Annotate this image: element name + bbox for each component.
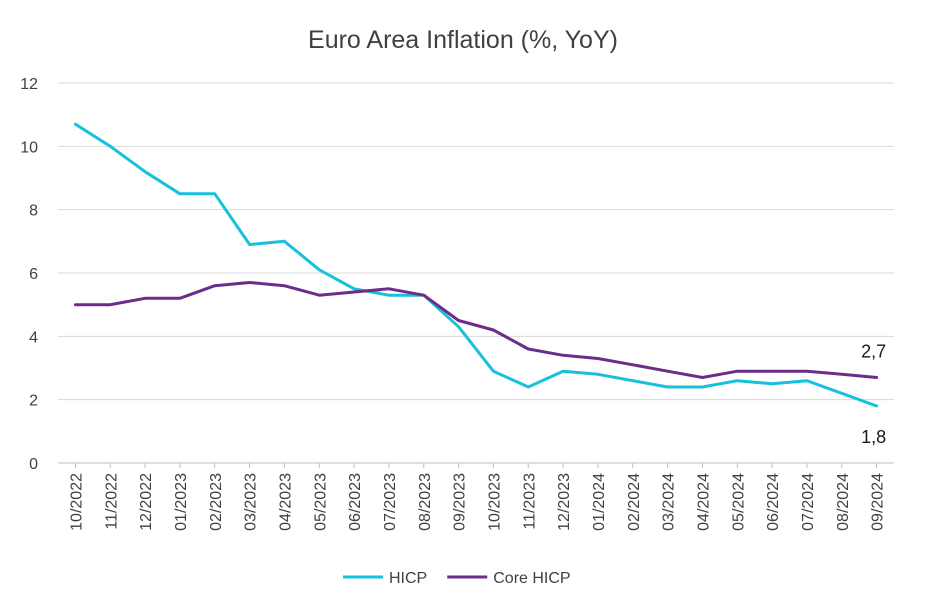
series-lines [73,122,879,408]
x-tick-label: 10/2022 [68,473,85,531]
legend-label: Core HICP [493,570,570,587]
x-tick-label: 01/2023 [173,473,190,531]
legend: HICP Core HICP [343,570,571,587]
x-tick-label: 04/2023 [277,473,294,531]
y-axis-ticks: 0 2 4 6 8 10 12 [20,76,38,473]
legend-label: HICP [389,570,427,587]
data-label-end: 1,8 [861,427,886,447]
data-label-end: 2,7 [861,342,886,362]
y-tick-label: 2 [29,393,38,410]
y-tick-label: 0 [29,456,38,473]
x-axis-ticks: 10/2022 11/2022 12/2022 01/2023 02/2023 03/20… [68,463,887,531]
x-tick-label: 06/2024 [765,473,782,531]
x-tick-label: 03/2024 [661,473,678,531]
x-tick-label: 02/2023 [208,473,225,531]
x-tick-label: 07/2024 [800,473,817,531]
data-labels: 1,8 2,7 [861,342,886,448]
x-tick-label: 09/2024 [870,473,887,531]
x-tick-label: 05/2024 [730,473,747,531]
x-tick-label: 12/2022 [138,473,155,531]
x-tick-label: 08/2024 [835,473,852,531]
x-tick-label: 08/2023 [417,473,434,531]
x-tick-label: 05/2023 [312,473,329,531]
series-line-core-hicp [73,281,879,379]
x-tick-label: 04/2024 [695,473,712,531]
grid [58,82,894,464]
y-tick-label: 6 [29,266,38,283]
x-tick-label: 11/2023 [521,473,538,530]
y-tick-label: 8 [29,203,38,220]
x-tick-label: 06/2023 [347,473,364,531]
x-tick-label: 10/2023 [486,473,503,531]
y-tick-label: 10 [20,139,38,156]
x-tick-label: 01/2024 [591,473,608,531]
x-tick-label: 11/2022 [103,473,120,530]
y-tick-label: 4 [29,329,38,346]
chart-title: Euro Area Inflation (%, YoY) [308,26,618,54]
y-tick-label: 12 [20,76,38,93]
x-tick-label: 03/2023 [243,473,260,531]
x-tick-label: 02/2024 [626,473,643,531]
x-tick-label: 09/2023 [452,473,469,531]
x-tick-label: 12/2023 [556,473,573,531]
x-tick-label: 07/2023 [382,473,399,531]
series-line-hicp [73,122,879,408]
